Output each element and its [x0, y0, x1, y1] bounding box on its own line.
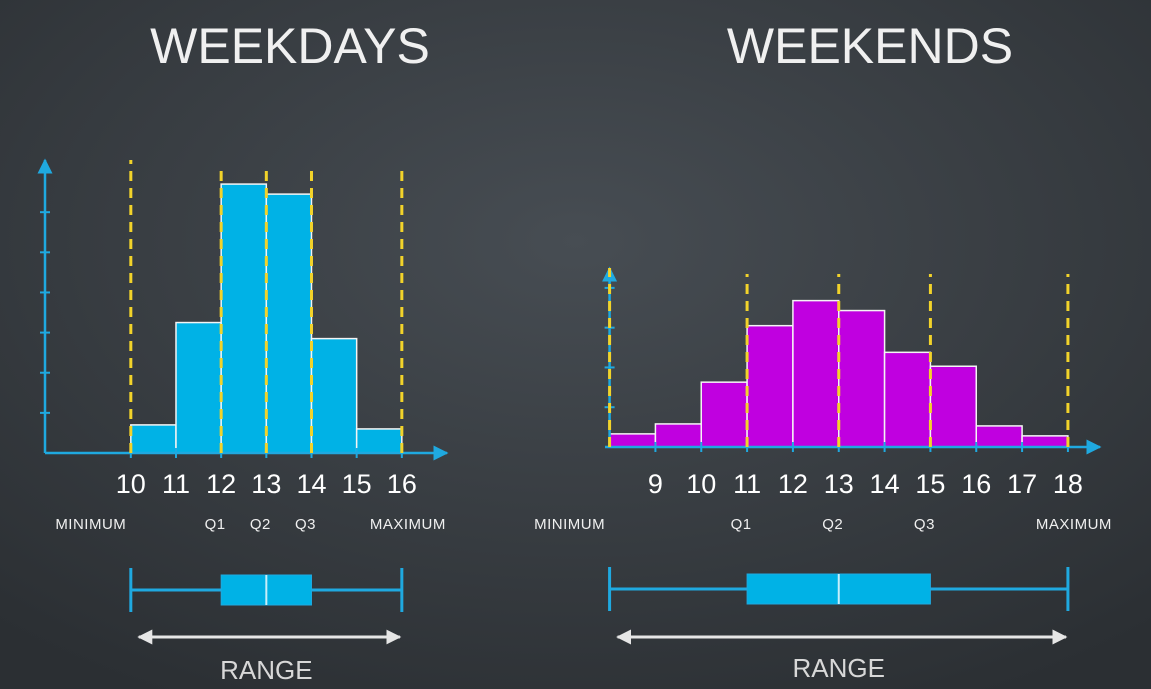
range-label: RANGE — [793, 653, 885, 683]
x-tick-label: 11 — [162, 469, 190, 499]
bar — [175, 321, 222, 454]
bar — [265, 193, 313, 454]
x-tick-label: 17 — [1007, 469, 1037, 499]
quartile-label: MINIMUM — [534, 516, 605, 533]
bar — [310, 337, 358, 454]
x-tick-label: 16 — [387, 469, 417, 499]
x-tick-label: 10 — [116, 469, 146, 499]
bar — [975, 425, 1023, 448]
quartile-label: Q3 — [295, 516, 316, 533]
x-tick-label: 9 — [648, 469, 663, 499]
x-tick-label: 10 — [686, 469, 716, 499]
bar — [792, 299, 840, 448]
bar — [608, 433, 657, 448]
quartile-label: Q1 — [205, 516, 226, 533]
x-tick-label: 12 — [778, 469, 808, 499]
bar — [838, 309, 886, 448]
quartile-label: Q2 — [250, 516, 271, 533]
bar — [883, 351, 932, 448]
range-label: RANGE — [220, 655, 312, 685]
x-tick-label: 18 — [1053, 469, 1083, 499]
x-tick-label: 15 — [915, 469, 945, 499]
x-tick-label: 16 — [961, 469, 991, 499]
bar — [700, 381, 748, 448]
x-tick-label: 12 — [206, 469, 236, 499]
quartile-label: Q1 — [731, 516, 752, 533]
bar — [355, 428, 403, 454]
bar — [654, 423, 703, 448]
x-tick-label: 13 — [824, 469, 854, 499]
x-tick-label: 14 — [296, 469, 326, 499]
x-tick-label: 13 — [251, 469, 281, 499]
x-tick-label: 14 — [870, 469, 900, 499]
bar — [1021, 435, 1069, 448]
bar — [929, 365, 978, 448]
x-tick-label: 11 — [733, 469, 761, 499]
quartile-label: Q2 — [822, 516, 843, 533]
chart-title: WEEKDAYS — [150, 18, 430, 74]
chart-title: WEEKENDS — [727, 18, 1013, 74]
quartile-label: MINIMUM — [55, 516, 126, 533]
bar — [130, 424, 177, 454]
quartile-label: MAXIMUM — [370, 516, 446, 533]
bar — [220, 183, 268, 454]
bar — [746, 324, 794, 448]
quartile-label: MAXIMUM — [1036, 516, 1112, 533]
x-tick-label: 15 — [342, 469, 372, 499]
quartile-label: Q3 — [914, 516, 935, 533]
